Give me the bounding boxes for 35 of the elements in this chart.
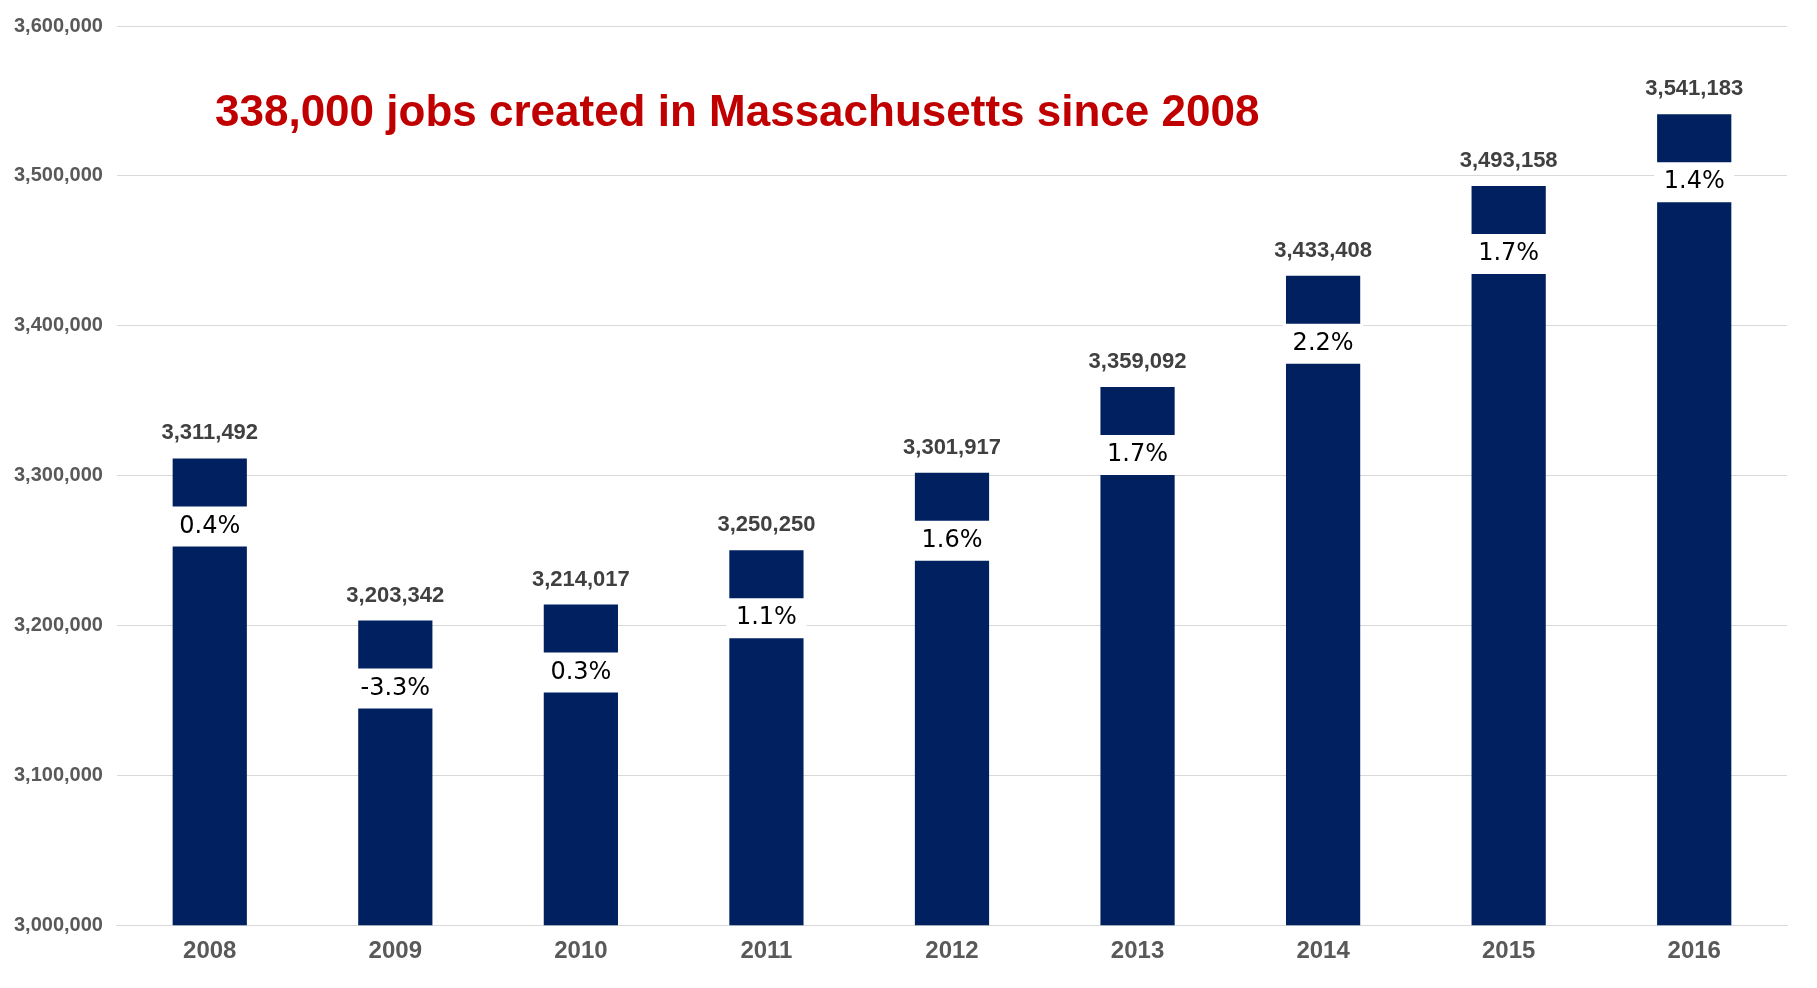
x-tick-label: 2010 [554,936,608,964]
text: 338,000 jobs created in Massachusetts since 2008 [215,86,1260,136]
data-label: 3,311,492 [161,419,259,445]
data-label: 3,433,408 [1274,236,1373,262]
y-tick-label: 3,100,000 [13,762,103,785]
annotation: 1.1% [735,602,797,631]
y-tick-label: 3,600,000 [13,13,103,36]
x-tick-label: 2016 [1667,936,1721,964]
data-label: 3,359,092 [1088,348,1187,374]
y-tick-label: 3,300,000 [13,463,103,486]
annotation: 0.3% [550,656,612,685]
x-tick-label: 2015 [1481,936,1536,964]
data-label: 3,301,917 [903,433,1001,459]
x-tick-label: 2014 [1296,936,1351,964]
annotation: 1.7% [1107,439,1169,468]
annotation: 1.4% [1663,166,1725,195]
x-tick-label: 2008 [183,936,237,964]
data-label: 3,250,250 [717,511,816,537]
data-label: 3,493,158 [1459,147,1558,173]
x-tick-label: 2009 [368,936,423,964]
y-tick-label: 3,500,000 [13,163,103,186]
y-tick-label: 3,000,000 [13,912,103,935]
y-tick-label: 3,400,000 [13,313,103,336]
annotation: 1.6% [921,524,983,553]
y-tick-label: 3,200,000 [13,612,103,635]
data-label: 3,203,342 [346,581,445,607]
data-label: 3,541,183 [1645,75,1744,101]
x-tick-label: 2012 [925,936,979,964]
x-tick-label: 2011 [740,936,793,964]
data-label: 3,214,017 [531,565,630,591]
annotation: 2.2% [1292,327,1354,356]
annotation: 0.4% [179,510,241,539]
annotation: 1.7% [1478,238,1540,267]
annotation: -3.3% [360,672,431,701]
x-tick-label: 2013 [1110,936,1165,964]
